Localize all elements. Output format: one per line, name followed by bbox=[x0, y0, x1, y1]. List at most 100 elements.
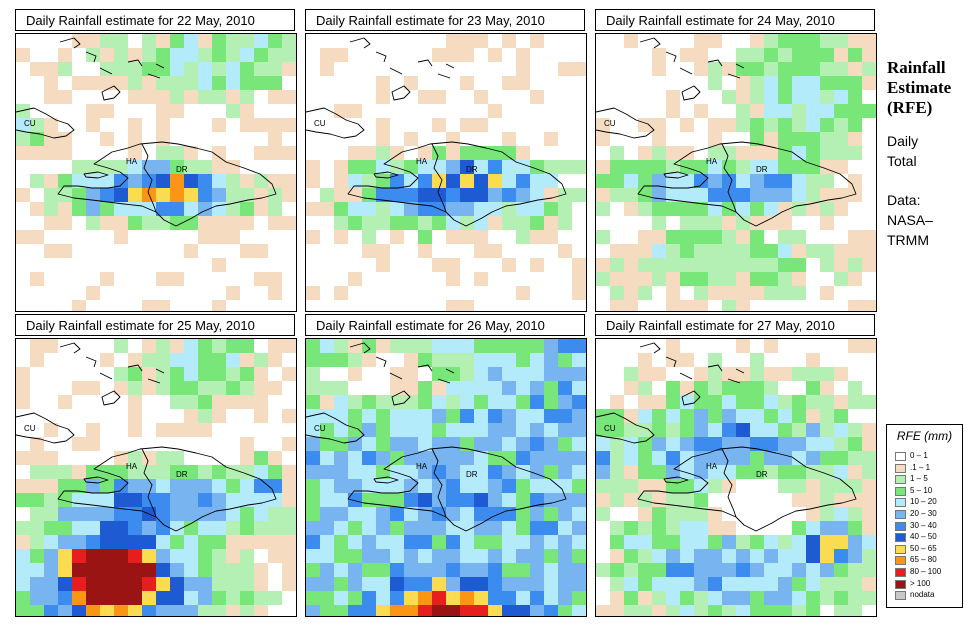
rainfall-cell bbox=[708, 367, 722, 381]
rainfall-panel-25-may: Daily Rainfall estimate for 25 May, 2010… bbox=[15, 314, 297, 617]
rainfall-cell bbox=[72, 577, 86, 591]
rainfall-cell bbox=[638, 230, 652, 244]
rainfall-cell bbox=[596, 272, 610, 286]
rainfall-cell bbox=[226, 62, 240, 76]
rainfall-cell bbox=[750, 34, 764, 48]
rainfall-cell bbox=[750, 395, 764, 409]
haiti-dr-border bbox=[141, 448, 157, 518]
rainfall-cell bbox=[488, 174, 502, 188]
rainfall-cell bbox=[666, 174, 680, 188]
rainfall-cell bbox=[722, 535, 736, 549]
legend-label: 1 – 5 bbox=[910, 474, 928, 484]
rainfall-cell bbox=[170, 160, 184, 174]
rainfall-cell bbox=[708, 132, 722, 146]
rainfall-cell bbox=[376, 188, 390, 202]
rainfall-cell bbox=[334, 549, 348, 563]
panel-title: Daily Rainfall estimate for 23 May, 2010 bbox=[305, 9, 585, 31]
rainfall-cell bbox=[240, 104, 254, 118]
rainfall-cell bbox=[30, 437, 44, 451]
rainfall-cell bbox=[806, 577, 820, 591]
rainfall-cell bbox=[596, 605, 610, 616]
rainfall-cell bbox=[460, 437, 474, 451]
rainfall-cell bbox=[156, 591, 170, 605]
rainfall-cell bbox=[142, 563, 156, 577]
rainfall-cell bbox=[792, 230, 806, 244]
rainfall-cell bbox=[572, 521, 586, 535]
rainfall-cell bbox=[474, 465, 488, 479]
rainfall-cell bbox=[848, 339, 862, 353]
rainfall-cell bbox=[502, 493, 516, 507]
rainfall-cell bbox=[268, 549, 282, 563]
rainfall-cell bbox=[820, 381, 834, 395]
rainfall-cell bbox=[240, 451, 254, 465]
rainfall-cell bbox=[460, 76, 474, 90]
rainfall-cell bbox=[708, 423, 722, 437]
rainfall-cell bbox=[764, 395, 778, 409]
cuba-label: CU bbox=[24, 424, 36, 433]
rainfall-cell bbox=[764, 146, 778, 160]
rainfall-cell bbox=[184, 146, 198, 160]
rainfall-cell bbox=[530, 34, 544, 48]
rainfall-cell bbox=[306, 381, 320, 395]
rainfall-cell bbox=[750, 132, 764, 146]
rainfall-cell bbox=[736, 535, 750, 549]
rainfall-cell bbox=[114, 563, 128, 577]
rainfall-cell bbox=[72, 202, 86, 216]
rainfall-cell bbox=[156, 160, 170, 174]
rainfall-cell bbox=[156, 104, 170, 118]
rainfall-cell bbox=[446, 381, 460, 395]
rainfall-cell bbox=[254, 535, 268, 549]
rainfall-cell bbox=[572, 160, 586, 174]
rainfall-cell bbox=[778, 437, 792, 451]
rainfall-cell bbox=[708, 577, 722, 591]
rainfall-cell bbox=[834, 591, 848, 605]
rainfall-cell bbox=[488, 146, 502, 160]
haiti-dr-border bbox=[141, 143, 157, 213]
rainfall-cell bbox=[404, 381, 418, 395]
rainfall-cell bbox=[862, 76, 876, 90]
rainfall-cell bbox=[128, 591, 142, 605]
rainfall-cell bbox=[666, 188, 680, 202]
rainfall-cell bbox=[362, 216, 376, 230]
rainfall-cell bbox=[736, 367, 750, 381]
rainfall-cell bbox=[86, 34, 100, 48]
rainfall-cell bbox=[624, 286, 638, 300]
rainfall-cell bbox=[198, 381, 212, 395]
rainfall-cell bbox=[446, 160, 460, 174]
rainfall-cell bbox=[820, 90, 834, 104]
rainfall-cell bbox=[764, 104, 778, 118]
rainfall-cell bbox=[834, 465, 848, 479]
rainfall-cell bbox=[680, 605, 694, 616]
rainfall-cell bbox=[362, 423, 376, 437]
rainfall-cell bbox=[610, 258, 624, 272]
rainfall-cell bbox=[198, 188, 212, 202]
rainfall-cell bbox=[348, 202, 362, 216]
rainfall-cell bbox=[212, 76, 226, 90]
rainfall-cell bbox=[544, 367, 558, 381]
rainfall-cell bbox=[694, 409, 708, 423]
rainfall-cell bbox=[348, 353, 362, 367]
rainfall-cell bbox=[474, 605, 488, 616]
rainfall-cell bbox=[72, 535, 86, 549]
gonave-island bbox=[663, 476, 689, 484]
rainfall-cell bbox=[212, 493, 226, 507]
rainfall-cell bbox=[198, 216, 212, 230]
rainfall-cell bbox=[736, 272, 750, 286]
rainfall-cell bbox=[334, 230, 348, 244]
rainfall-cell bbox=[226, 591, 240, 605]
rainfall-cell bbox=[254, 146, 268, 160]
cuba-label: CU bbox=[314, 119, 326, 128]
rainfall-cell bbox=[848, 230, 862, 244]
rainfall-cell bbox=[624, 34, 638, 48]
rainfall-cell bbox=[142, 339, 156, 353]
rainfall-cell bbox=[44, 577, 58, 591]
rainfall-cell bbox=[848, 146, 862, 160]
rainfall-cell bbox=[44, 188, 58, 202]
rainfall-cell bbox=[460, 118, 474, 132]
rainfall-cell bbox=[320, 465, 334, 479]
rainfall-cell bbox=[198, 577, 212, 591]
rainfall-cell bbox=[128, 160, 142, 174]
rainfall-cell bbox=[240, 62, 254, 76]
hispaniola-coastline bbox=[637, 446, 857, 532]
rainfall-cell bbox=[156, 367, 170, 381]
